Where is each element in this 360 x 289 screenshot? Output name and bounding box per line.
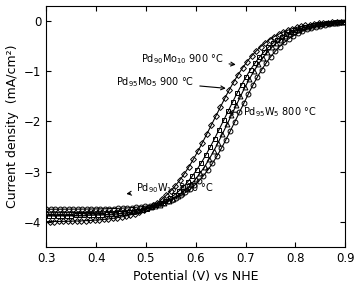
X-axis label: Potential (V) vs NHE: Potential (V) vs NHE [133,271,258,284]
Text: Pd$_{90}$W$_{10}$ 800 °C: Pd$_{90}$W$_{10}$ 800 °C [127,181,214,195]
Y-axis label: Current density  (mA/cm²): Current density (mA/cm²) [5,45,19,208]
Text: Pd$_{95}$W$_{5}$ 800 °C: Pd$_{95}$W$_{5}$ 800 °C [230,105,316,119]
Text: Pd$_{90}$Mo$_{10}$ 900 °C: Pd$_{90}$Mo$_{10}$ 900 °C [141,52,235,66]
Text: Pd$_{95}$Mo$_{5}$ 900 °C: Pd$_{95}$Mo$_{5}$ 900 °C [116,75,225,90]
